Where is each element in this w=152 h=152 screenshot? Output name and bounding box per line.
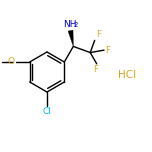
Text: F: F (96, 30, 101, 39)
Text: F: F (93, 65, 98, 74)
Text: F: F (105, 46, 110, 55)
Text: HCl: HCl (118, 70, 136, 80)
Text: O: O (8, 57, 15, 67)
Polygon shape (68, 30, 73, 46)
Text: 2: 2 (73, 22, 78, 28)
Text: NH: NH (63, 20, 76, 29)
Text: Cl: Cl (43, 107, 51, 116)
